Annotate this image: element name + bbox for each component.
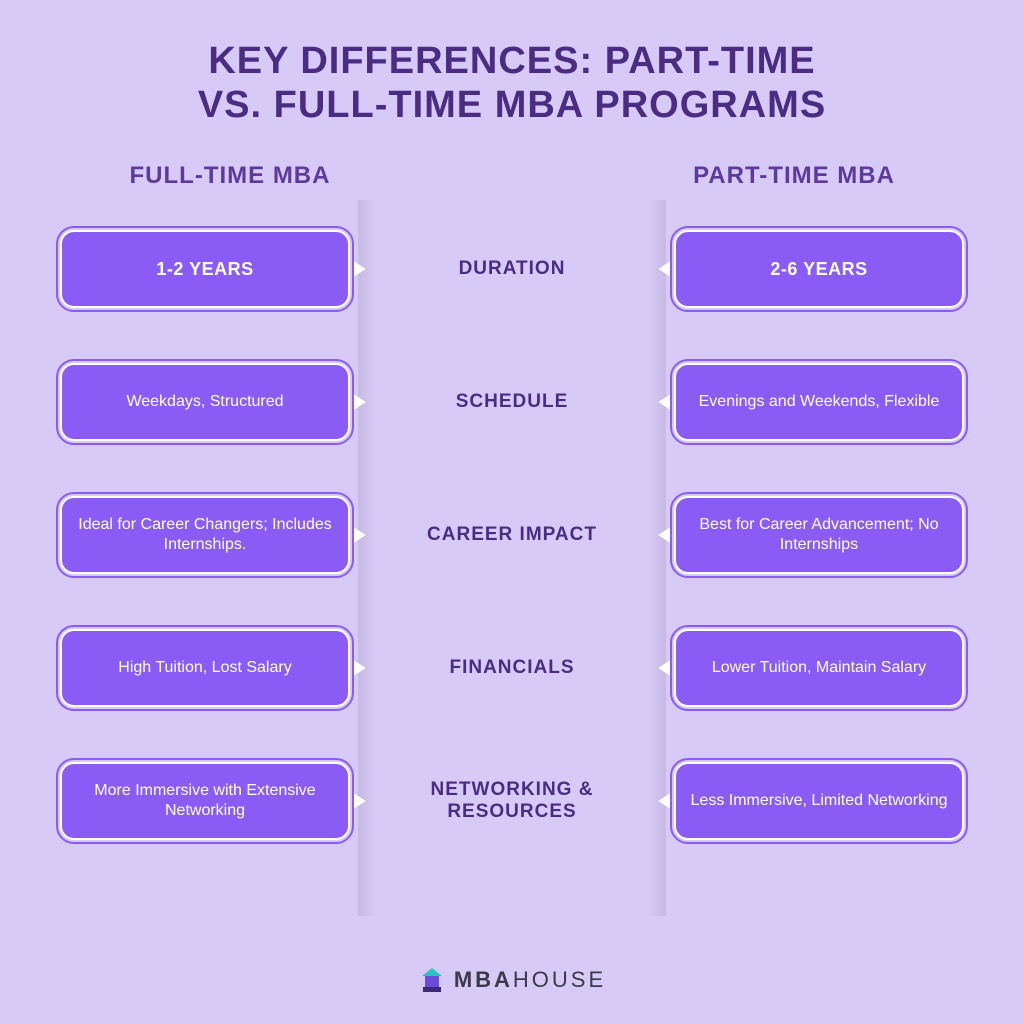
arrow-left-icon	[658, 792, 672, 810]
fulltime-schedule: Weekdays, Structured	[60, 363, 350, 441]
pill-label: More Immersive with Extensive Networking	[60, 762, 350, 840]
comparison-grid: 1-2 YEARS Weekdays, Structured Ideal for…	[60, 220, 964, 956]
category-networking: NETWORKING & RESOURCES	[380, 762, 644, 840]
house-icon	[418, 966, 446, 994]
category-schedule: SCHEDULE	[451, 363, 574, 441]
pill-label: 2-6 YEARS	[674, 230, 964, 308]
logo-body	[425, 976, 439, 987]
category-financials: FINANCIALS	[444, 629, 579, 707]
parttime-networking: Less Immersive, Limited Networking	[674, 762, 964, 840]
page-title: KEY DIFFERENCES: PART-TIME VS. FULL-TIME…	[60, 40, 964, 127]
arrow-right-icon	[352, 393, 366, 411]
pill-label: Ideal for Career Changers; Includes Inte…	[60, 496, 350, 574]
pill-label: Best for Career Advancement; No Internsh…	[674, 496, 964, 574]
arrow-left-icon	[658, 526, 672, 544]
logo-bold: MBA	[454, 967, 513, 992]
logo-roof	[422, 968, 442, 976]
category-duration: DURATION	[454, 230, 571, 308]
pill-label: High Tuition, Lost Salary	[60, 629, 350, 707]
infographic-canvas: KEY DIFFERENCES: PART-TIME VS. FULL-TIME…	[0, 0, 1024, 1024]
fulltime-financials: High Tuition, Lost Salary	[60, 629, 350, 707]
title-line-1: KEY DIFFERENCES: PART-TIME	[208, 40, 815, 82]
pill-label: 1-2 YEARS	[60, 230, 350, 308]
category-column: DURATION SCHEDULE CAREER IMPACT FINANCIA…	[350, 220, 674, 956]
fulltime-career: Ideal for Career Changers; Includes Inte…	[60, 496, 350, 574]
pill-label: Evenings and Weekends, Flexible	[674, 363, 964, 441]
fulltime-duration: 1-2 YEARS	[60, 230, 350, 308]
column-headers: FULL-TIME MBA PART-TIME MBA	[60, 162, 964, 190]
parttime-header: PART-TIME MBA	[644, 162, 944, 190]
logo-base	[423, 987, 441, 992]
fulltime-header: FULL-TIME MBA	[80, 162, 380, 190]
parttime-column: 2-6 YEARS Evenings and Weekends, Flexibl…	[674, 220, 964, 956]
title-line-2: VS. FULL-TIME MBA PROGRAMS	[198, 84, 826, 126]
arrow-right-icon	[352, 260, 366, 278]
fulltime-networking: More Immersive with Extensive Networking	[60, 762, 350, 840]
pill-label: Weekdays, Structured	[60, 363, 350, 441]
pill-label: Less Immersive, Limited Networking	[674, 762, 964, 840]
logo-text: MBAHOUSE	[454, 967, 606, 993]
brand-logo: MBAHOUSE	[60, 966, 964, 1004]
category-career: CAREER IMPACT	[422, 496, 602, 574]
logo-rest: HOUSE	[513, 967, 606, 992]
arrow-left-icon	[658, 393, 672, 411]
arrow-right-icon	[352, 792, 366, 810]
parttime-schedule: Evenings and Weekends, Flexible	[674, 363, 964, 441]
parttime-financials: Lower Tuition, Maintain Salary	[674, 629, 964, 707]
parttime-duration: 2-6 YEARS	[674, 230, 964, 308]
fulltime-column: 1-2 YEARS Weekdays, Structured Ideal for…	[60, 220, 350, 956]
arrow-left-icon	[658, 659, 672, 677]
parttime-career: Best for Career Advancement; No Internsh…	[674, 496, 964, 574]
arrow-right-icon	[352, 526, 366, 544]
arrow-right-icon	[352, 659, 366, 677]
arrow-left-icon	[658, 260, 672, 278]
pill-label: Lower Tuition, Maintain Salary	[674, 629, 964, 707]
